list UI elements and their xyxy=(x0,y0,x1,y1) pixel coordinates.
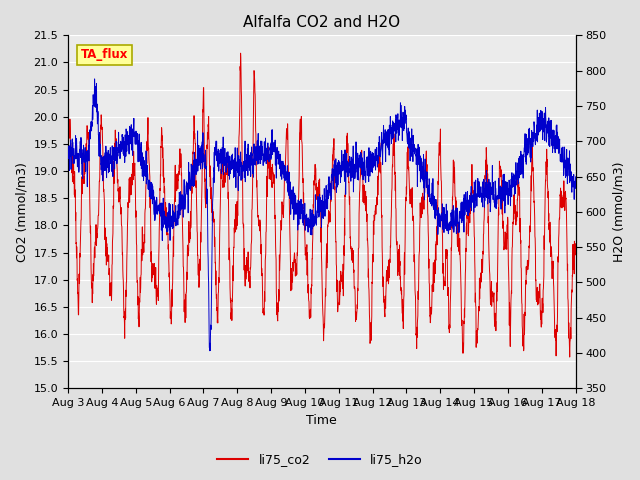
Legend: li75_co2, li75_h2o: li75_co2, li75_h2o xyxy=(212,448,428,471)
Y-axis label: CO2 (mmol/m3): CO2 (mmol/m3) xyxy=(15,162,28,262)
Text: TA_flux: TA_flux xyxy=(81,48,128,61)
Y-axis label: H2O (mmol/m3): H2O (mmol/m3) xyxy=(612,162,625,262)
X-axis label: Time: Time xyxy=(307,414,337,427)
Title: Alfalfa CO2 and H2O: Alfalfa CO2 and H2O xyxy=(243,15,401,30)
